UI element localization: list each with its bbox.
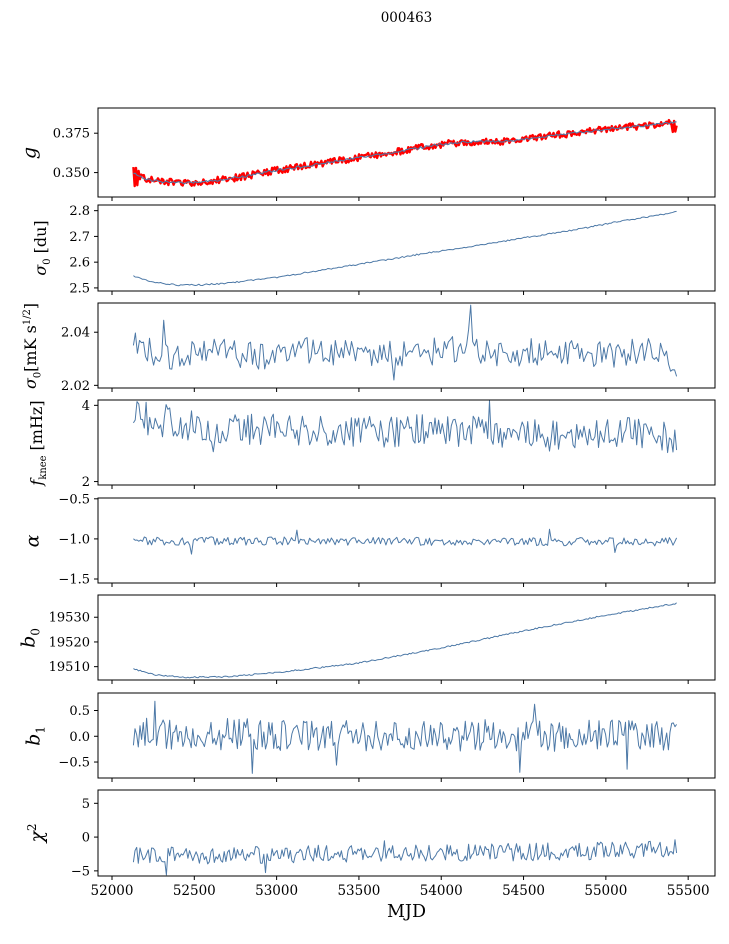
y-axis-label-sigma0-du: σ0 [du] (30, 220, 54, 276)
y-tick-label: 0.0 (69, 730, 90, 745)
x-axis-title: MJD (387, 902, 426, 922)
y-tick-label: 0.375 (53, 127, 90, 142)
axes-frame (97, 302, 716, 389)
series-line-sigma0-du (133, 210, 677, 287)
y-axis-label-alpha: α (21, 534, 44, 547)
y-tick-label: 2.8 (69, 204, 90, 219)
figure-title: 000463 (380, 10, 433, 26)
y-tick-label: 19520 (49, 635, 90, 650)
panel-b1: −0.5 0.0 0.5 (58, 692, 716, 782)
x-tick-label: 54000 (420, 883, 463, 899)
y-tick-label: 2.6 (69, 256, 90, 271)
y-axis-label-sigma0-mK: σ0[mK s1/2] (21, 302, 44, 389)
y-tick-label: 19530 (49, 611, 90, 626)
x-tick-label: 52500 (173, 883, 216, 899)
x-tick-label: 55000 (584, 883, 627, 899)
y-tick-label: −1.5 (58, 572, 90, 587)
y-tick-label: 0.350 (53, 166, 90, 181)
y-axis-label-g: g (18, 146, 41, 159)
y-tick-label: 2.5 (69, 281, 90, 296)
y-tick-label: 5 (82, 797, 90, 812)
y-axis-label-chi2: χ2 (24, 823, 49, 843)
series-line-chi2 (132, 839, 678, 876)
y-tick-label: 19510 (49, 660, 90, 675)
series-line-alpha (133, 528, 678, 555)
panel-g: 0.350 0.375 (53, 107, 716, 201)
panel-chi2: −5 0 5 52000 52500 53000 53500 54000 54500 55000 5… (71, 789, 716, 899)
panel-b0: 19510 19520 19530 (49, 594, 716, 684)
x-tick-label: 52000 (91, 883, 134, 899)
axes-frame (97, 107, 716, 198)
series-line-fknee (132, 400, 678, 454)
panel-sigma0-mK: 2.02 2.04 (61, 302, 716, 394)
y-axis-label-b1: b1 (22, 725, 48, 746)
series-line-b1 (132, 700, 678, 774)
panel-alpha: −1.5 −1.0 −0.5 (58, 492, 716, 587)
axes-frame (97, 692, 716, 779)
panel-fknee: 24 (82, 399, 716, 490)
y-tick-label: 2 (82, 475, 90, 490)
series-line-g-raw (132, 118, 678, 188)
y-tick-label: 2.7 (69, 230, 90, 245)
y-tick-label: −1.0 (58, 532, 90, 547)
series-line-b0 (133, 602, 677, 679)
series-line-sigma0-mK (132, 304, 678, 381)
x-tick-label: 54500 (502, 883, 545, 899)
y-tick-label: 2.02 (61, 379, 90, 394)
axes-frame (97, 204, 716, 292)
x-tick-label: 53000 (255, 883, 298, 899)
y-axis-label-fknee: fknee [mHz] (26, 399, 50, 486)
axes-frame (97, 399, 716, 486)
axes-frame (97, 594, 716, 681)
y-tick-label: 0 (82, 831, 90, 846)
y-tick-label: −0.5 (58, 492, 90, 507)
y-tick-label: −5 (71, 864, 90, 879)
y-axis-label-b0: b0 (17, 627, 43, 648)
axes-frame (97, 789, 716, 877)
y-tick-label: 2.04 (61, 326, 90, 341)
y-tick-label: −0.5 (58, 756, 90, 771)
x-tick-label: 53500 (337, 883, 380, 899)
y-tick-label: 4 (82, 399, 90, 414)
series-line-g-smooth (133, 121, 677, 185)
axes-frame (97, 497, 716, 584)
x-tick-label: 55500 (667, 883, 710, 899)
y-tick-label: 0.5 (69, 704, 90, 719)
panel-sigma0-du: 2.5 2.6 2.7 2.8 (69, 204, 716, 296)
